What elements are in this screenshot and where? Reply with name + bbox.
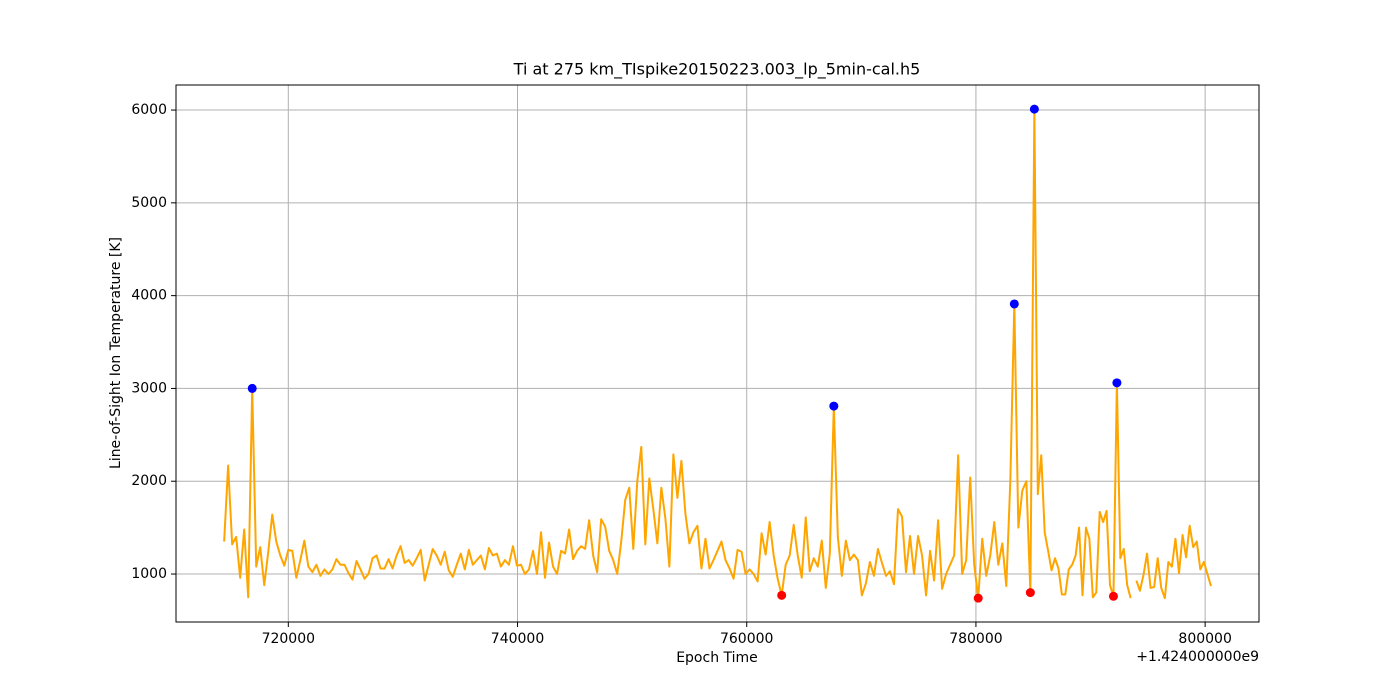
y-tick-label: 4000 (131, 288, 167, 304)
y-tick-label: 2000 (131, 473, 167, 489)
scatter-point (247, 383, 257, 393)
y-axis-label: Line-of-Sight Ion Temperature [K] (108, 237, 124, 469)
x-axis-label: Epoch Time (676, 650, 758, 666)
x-tick-label: 780000 (949, 631, 1002, 647)
y-tick-label: 3000 (131, 380, 167, 396)
y-tick-label: 1000 (131, 566, 167, 582)
scatter-point (1025, 588, 1035, 598)
axes-frame (175, 84, 1260, 623)
scatter-point (1112, 378, 1122, 388)
x-tick-label: 800000 (1178, 631, 1231, 647)
chart-title: Ti at 275 km_TIspike20150223.003_lp_5min… (513, 60, 921, 80)
y-tick-label: 6000 (131, 102, 167, 118)
grid (176, 85, 1259, 622)
data-line (223, 108, 1212, 600)
scatter-point (829, 401, 839, 411)
y-tick-label: 5000 (131, 195, 167, 211)
x-tick-label: 740000 (491, 631, 544, 647)
x-tick-label: 720000 (262, 631, 315, 647)
scatter-point (1029, 104, 1039, 114)
ticks: 720000 740000 760000 780000 800000 1000 2000 30… (131, 102, 1232, 647)
scatter-point (1009, 299, 1019, 309)
plot-area (223, 104, 1212, 603)
x-tick-label: 760000 (720, 631, 773, 647)
scatter-point (973, 593, 983, 603)
scatter-point (1108, 591, 1118, 601)
scatter-point (777, 590, 787, 600)
x-offset-label: +1.424000000e9 (1136, 649, 1259, 665)
